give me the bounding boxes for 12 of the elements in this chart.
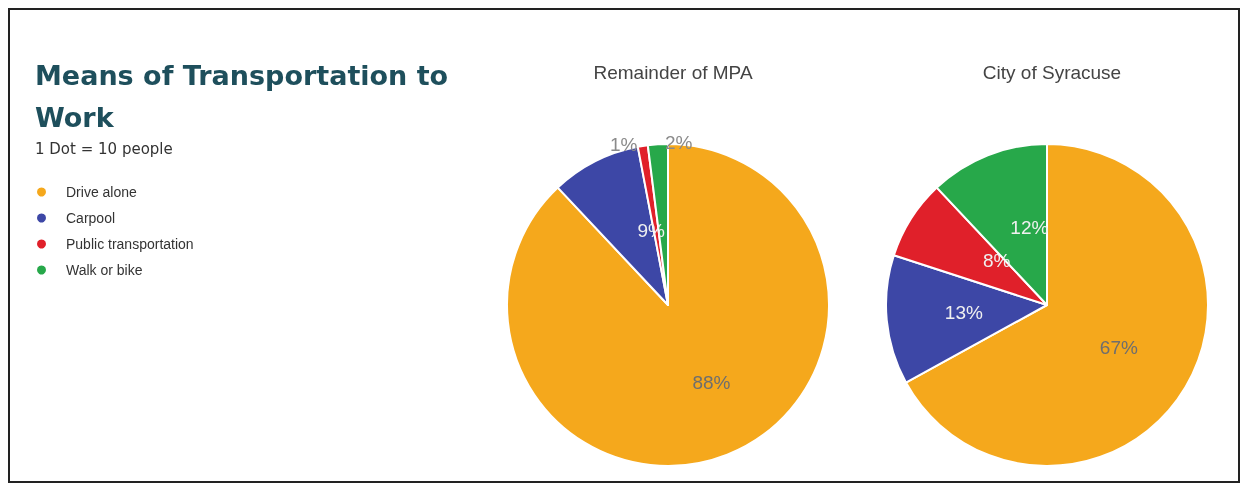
legend-label: Drive alone — [66, 184, 138, 200]
text: Means of Transportation to Work — [35, 59, 450, 135]
legend-label: Walk or bike — [66, 262, 143, 278]
data-label: 67% — [1099, 337, 1138, 359]
legend-label: Carpool — [66, 210, 116, 226]
data-label: 88% — [692, 372, 731, 394]
data-label: 1% — [610, 133, 638, 155]
chart-title: City of Syracuse — [982, 62, 1122, 83]
chart-title: Remainder of MPA — [593, 62, 753, 83]
legend-label: Public transportation — [66, 236, 194, 252]
text: 1 Dot = 10 people — [35, 140, 173, 158]
data-label: 13% — [944, 302, 983, 324]
